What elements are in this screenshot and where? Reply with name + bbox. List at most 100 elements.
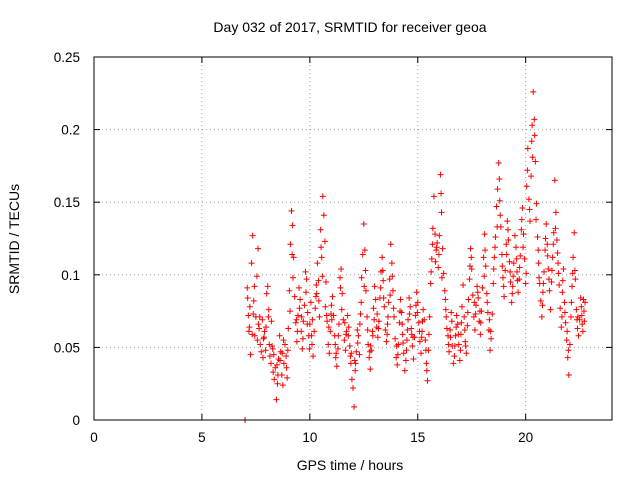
data-point [367, 366, 374, 373]
y-tick-label-3: 0.15 [54, 195, 80, 210]
data-point [507, 268, 514, 275]
data-point [405, 316, 412, 323]
data-point [422, 347, 429, 354]
data-point [483, 290, 490, 297]
data-point [469, 292, 476, 299]
data-point [490, 280, 497, 287]
data-point [511, 232, 518, 239]
x-axis-label: GPS time / hours [297, 457, 404, 473]
data-point [555, 270, 562, 277]
data-point [429, 225, 436, 232]
data-point [352, 367, 359, 374]
data-point [379, 267, 386, 274]
data-point [530, 88, 537, 95]
data-point [304, 309, 311, 316]
data-point [308, 341, 315, 348]
data-point [579, 321, 586, 328]
data-point [423, 360, 430, 367]
data-point [493, 203, 500, 210]
data-point [308, 332, 315, 339]
data-point [500, 283, 507, 290]
data-point [536, 274, 543, 281]
data-point [346, 342, 353, 349]
data-point [436, 232, 443, 239]
data-point [538, 313, 545, 320]
x-tick-label-0: 0 [90, 430, 98, 445]
data-point [427, 280, 434, 287]
grid-lines [94, 57, 612, 420]
data-point [316, 313, 323, 320]
data-point [264, 283, 271, 290]
data-point [580, 296, 587, 303]
data-point [364, 326, 371, 333]
data-point [558, 313, 565, 320]
data-point [277, 357, 284, 364]
data-point [524, 167, 531, 174]
data-point [452, 332, 459, 339]
data-point [465, 296, 472, 303]
data-point [523, 270, 530, 277]
data-point [361, 247, 368, 254]
data-point [354, 326, 361, 333]
data-point [407, 303, 414, 310]
data-point [569, 283, 576, 290]
data-point [259, 354, 266, 361]
data-point [523, 183, 530, 190]
data-point [444, 332, 451, 339]
data-point [356, 351, 363, 358]
data-point [262, 347, 269, 354]
data-point [260, 335, 267, 342]
data-point [379, 254, 386, 261]
data-point [484, 309, 491, 316]
data-point [531, 132, 538, 139]
data-point [296, 305, 303, 312]
data-point [309, 316, 316, 323]
data-point [253, 273, 260, 280]
y-tick-label-5: 0.25 [54, 50, 80, 65]
data-point [482, 263, 489, 270]
data-point [447, 326, 454, 333]
data-point [542, 235, 549, 242]
x-tick-label-3: 15 [410, 430, 425, 445]
data-point [350, 385, 356, 392]
data-point [490, 265, 497, 272]
data-point [326, 350, 333, 357]
data-point [426, 313, 433, 320]
data-point [283, 353, 290, 360]
data-point [446, 348, 453, 355]
data-point [371, 283, 378, 290]
data-point [425, 331, 432, 338]
data-point [375, 318, 382, 325]
data-point [245, 312, 252, 319]
data-point [529, 122, 536, 129]
data-point [489, 311, 496, 318]
x-tick-label-2: 10 [302, 430, 317, 445]
data-point [560, 265, 567, 272]
data-point [504, 226, 511, 233]
data-point [406, 311, 413, 318]
data-point [273, 396, 280, 403]
data-point [362, 287, 369, 294]
data-point [332, 341, 339, 348]
data-point [251, 283, 258, 290]
data-point [529, 154, 536, 161]
data-point [409, 342, 416, 349]
data-point [499, 263, 506, 270]
data-point [372, 296, 379, 303]
data-point [571, 229, 578, 236]
data-point [572, 276, 579, 283]
data-point [311, 328, 318, 335]
data-point [328, 302, 335, 309]
data-point [570, 254, 577, 261]
data-point [359, 251, 366, 258]
data-point [390, 305, 397, 312]
data-point [563, 337, 570, 344]
data-point [413, 289, 420, 296]
data-point [321, 238, 328, 245]
data-point [481, 273, 488, 280]
data-point [562, 319, 569, 326]
data-point [429, 241, 436, 248]
data-point [345, 324, 352, 331]
data-point [335, 321, 342, 328]
data-point [361, 283, 368, 290]
